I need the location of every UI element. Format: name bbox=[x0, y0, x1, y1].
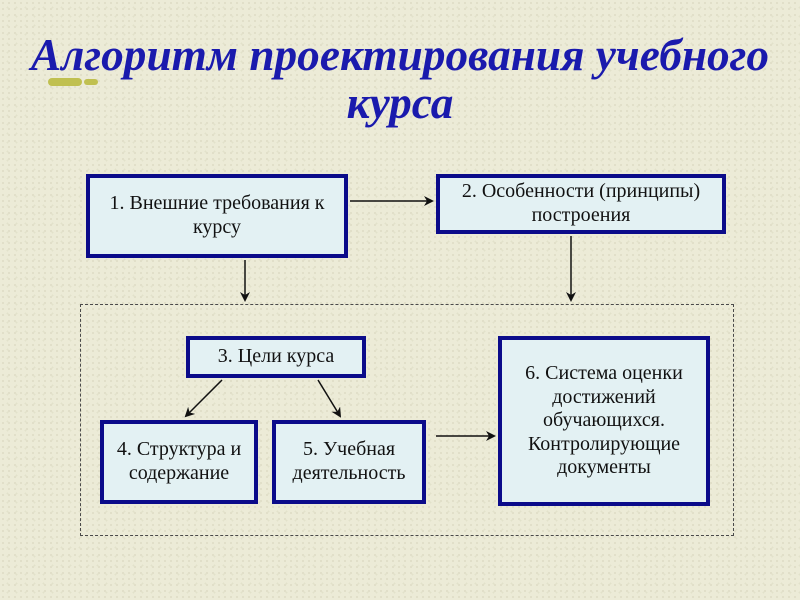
node-6-assessment-system: 6. Система оценки достижений обучающихся… bbox=[498, 336, 710, 506]
node-1-external-requirements: 1. Внешние требования к курсу bbox=[86, 174, 348, 258]
node-2-construction-principles: 2. Особенности (принципы) построения bbox=[436, 174, 726, 234]
slide-title: Алгоритм проектирования учебного курса bbox=[0, 32, 800, 127]
node-2-label: 2. Особенности (принципы) построения bbox=[448, 180, 714, 227]
node-1-label: 1. Внешние требования к курсу bbox=[98, 192, 336, 239]
node-5-learning-activity: 5. Учебная деятельность bbox=[272, 420, 426, 504]
node-4-label: 4. Структура и содержание bbox=[112, 438, 246, 485]
node-3-course-goals: 3. Цели курса bbox=[186, 336, 366, 378]
node-4-structure-content: 4. Структура и содержание bbox=[100, 420, 258, 504]
node-6-label: 6. Система оценки достижений обучающихся… bbox=[510, 362, 698, 480]
node-3-label: 3. Цели курса bbox=[218, 345, 334, 369]
node-5-label: 5. Учебная деятельность bbox=[284, 438, 414, 485]
